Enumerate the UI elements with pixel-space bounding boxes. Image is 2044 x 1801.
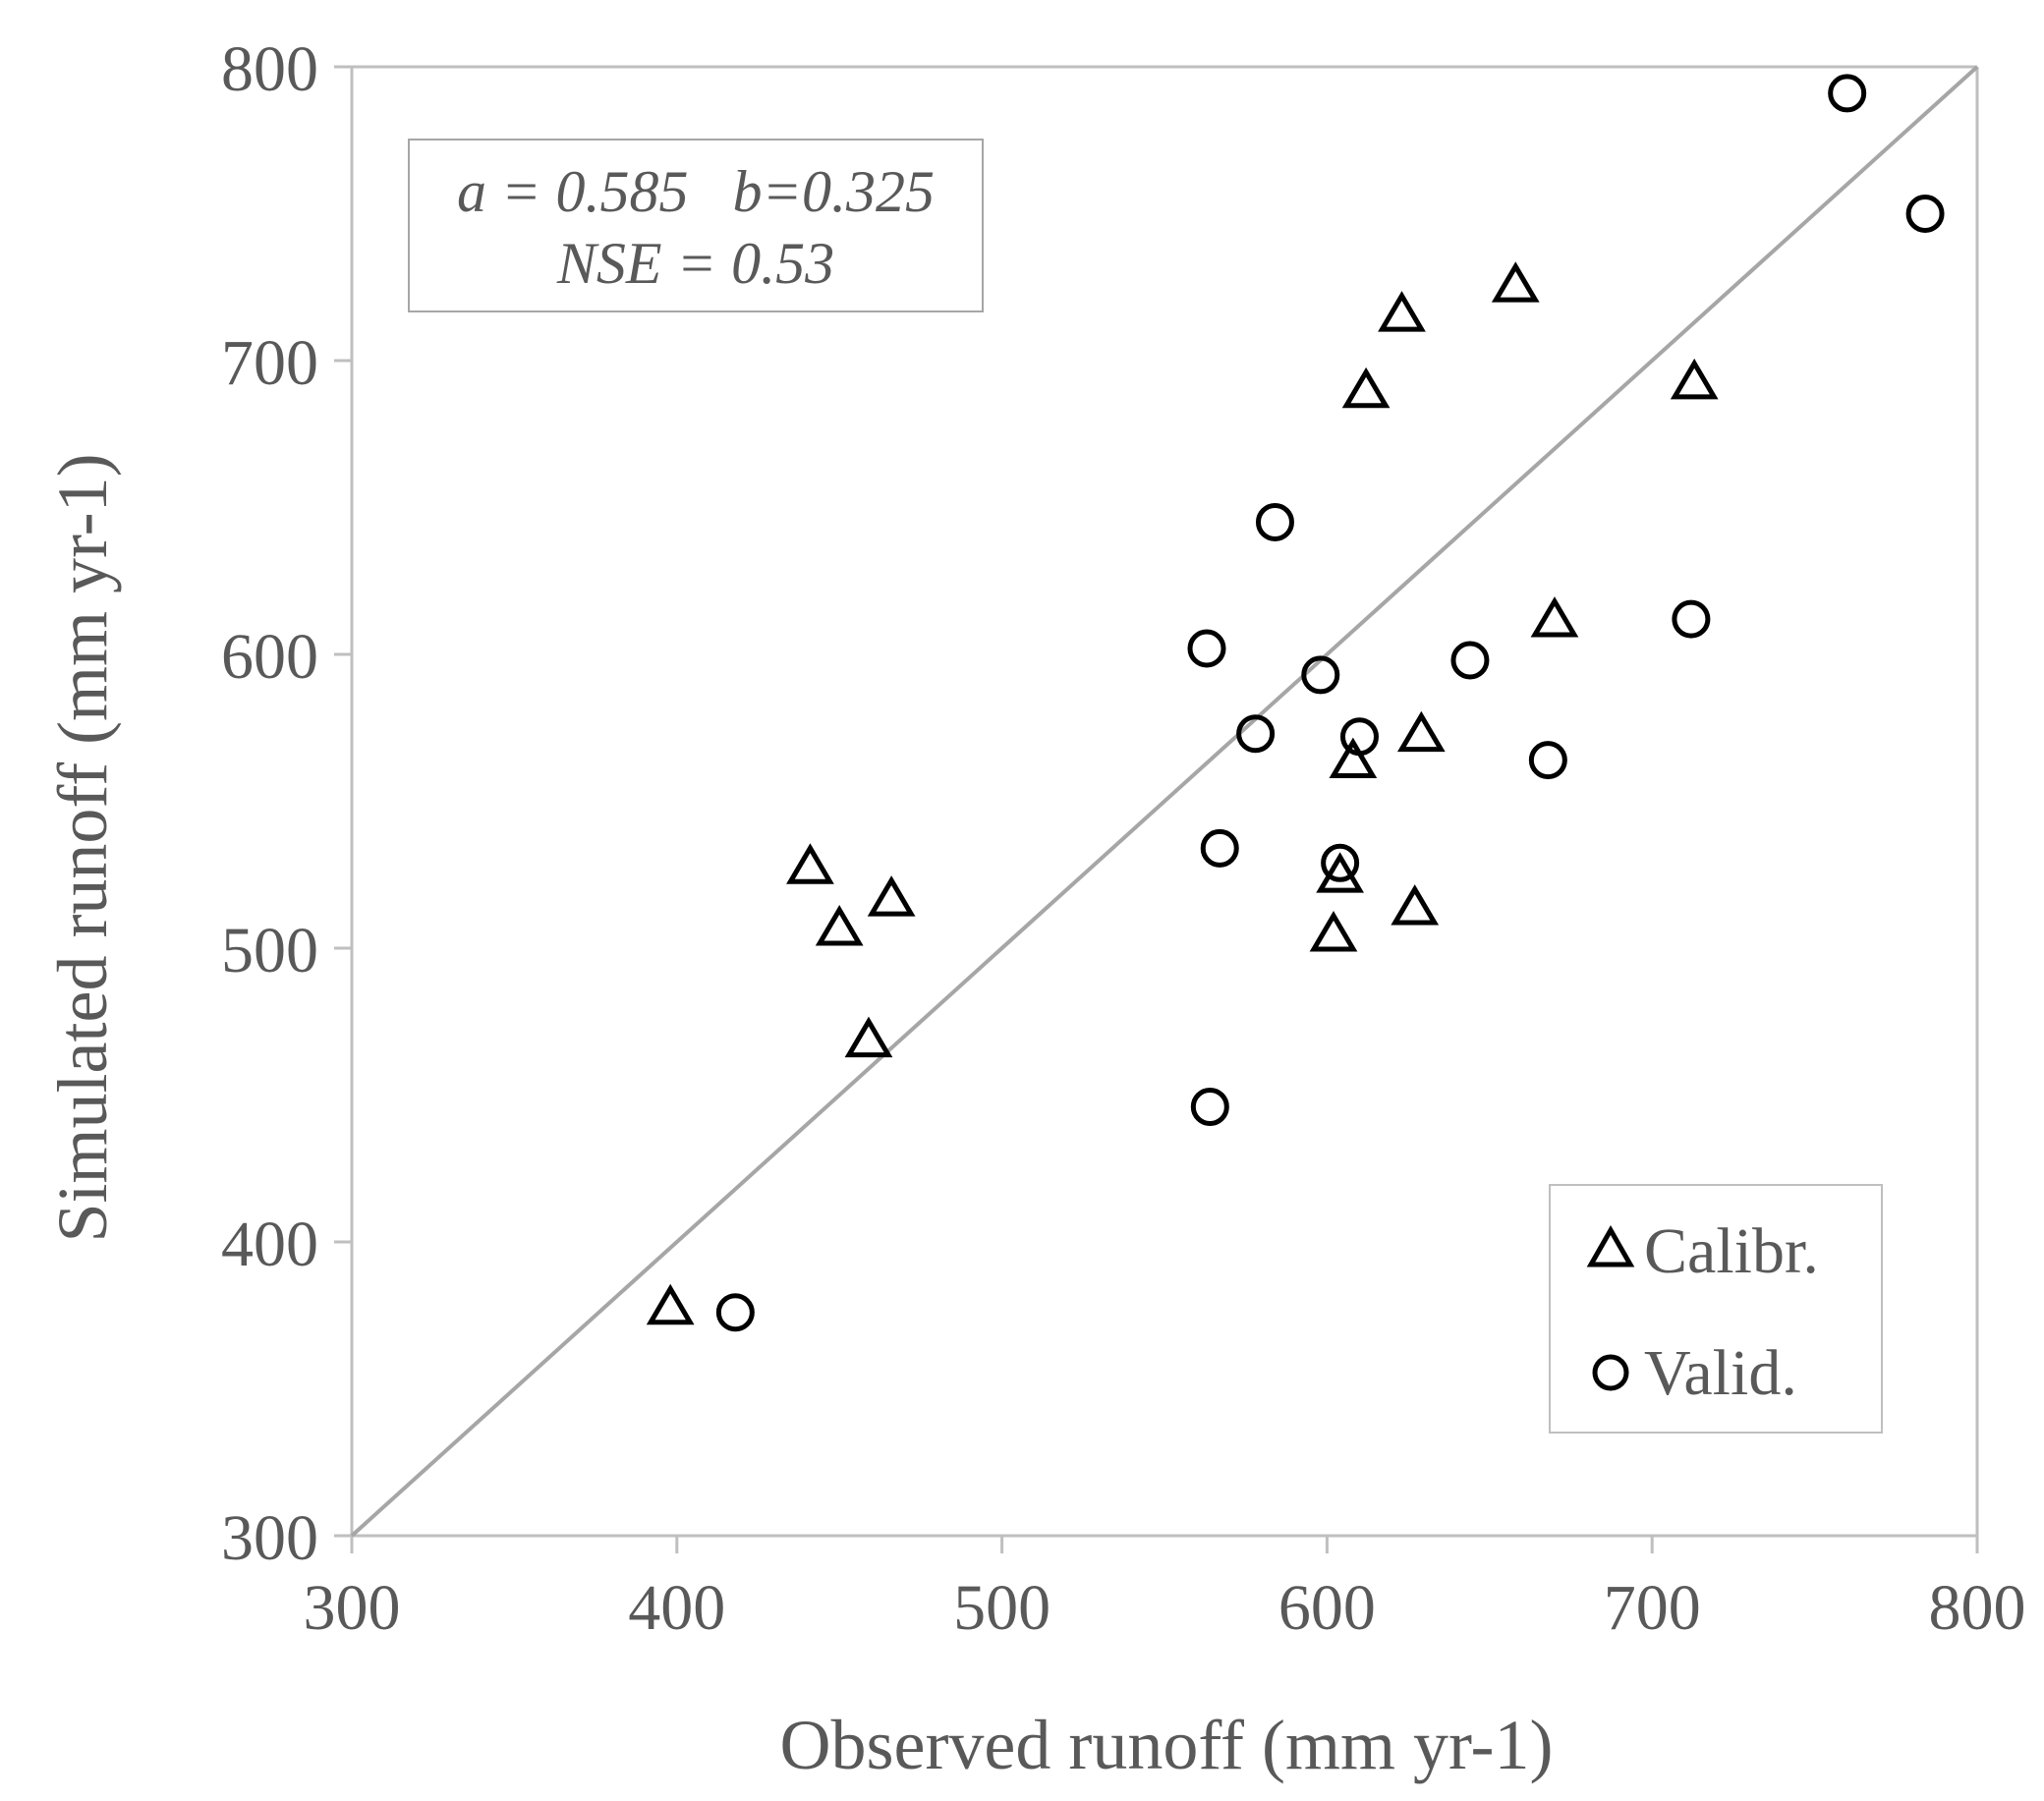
validation-point — [1236, 714, 1276, 754]
legend: Calibr. Valid. — [1549, 1184, 1883, 1434]
calibration-point — [1329, 737, 1378, 779]
legend-triangle-marker — [1586, 1224, 1635, 1267]
annotation-frame — [408, 139, 984, 312]
legend-frame — [1549, 1184, 1883, 1434]
x-tick-label: 600 — [1278, 1572, 1376, 1644]
validation-point — [1321, 843, 1360, 882]
x-tick-label: 500 — [953, 1572, 1050, 1644]
y-tick-label: 300 — [221, 1502, 318, 1574]
validation-point — [1255, 502, 1294, 541]
validation-point — [1672, 599, 1711, 639]
calibration-point — [844, 1016, 893, 1058]
validation-point — [1528, 741, 1567, 780]
validation-point — [1187, 629, 1226, 668]
y-tick-label: 700 — [221, 327, 318, 399]
calibration-point — [867, 875, 916, 917]
validation-point — [1301, 655, 1340, 695]
annotation-box: a = 0.585 b=0.325 NSE = 0.53 — [408, 139, 984, 312]
validation-point — [1828, 74, 1867, 113]
validation-point — [1450, 641, 1490, 680]
one-to-one-line — [350, 65, 1979, 1538]
validation-point — [1200, 828, 1239, 868]
calibration-point — [1670, 358, 1719, 400]
y-tick-label: 600 — [221, 621, 318, 693]
validation-point — [715, 1293, 755, 1332]
calibration-point — [1391, 884, 1440, 926]
calibration-point — [1396, 710, 1446, 753]
data-points — [646, 74, 1945, 1332]
validation-point — [1339, 717, 1379, 757]
legend-circle-marker — [1592, 1354, 1629, 1391]
y-tick-label: 400 — [221, 1209, 318, 1280]
legend-label-calibr: Calibr. — [1644, 1215, 1819, 1287]
x-tick-label: 700 — [1604, 1572, 1701, 1644]
calibration-point — [1491, 261, 1540, 303]
x-tick-label: 800 — [1929, 1572, 2026, 1644]
x-tick-label: 400 — [628, 1572, 725, 1644]
x-tick-label: 300 — [304, 1572, 401, 1644]
validation-point — [1190, 1087, 1229, 1126]
y-axis-title: Simulated runoff (mm yr-1) — [43, 453, 122, 1242]
calibration-point — [815, 905, 864, 946]
calibration-point — [786, 843, 834, 884]
x-axis-title: Observed runoff (mm yr-1) — [779, 1706, 1553, 1784]
calibration-point — [1530, 596, 1579, 638]
calibration-point — [646, 1283, 695, 1325]
calibration-point — [1309, 911, 1358, 952]
validation-point — [1905, 195, 1945, 233]
y-tick-label: 500 — [221, 915, 318, 986]
reference-line-layer — [350, 65, 1979, 1538]
annotation-line-2: NSE = 0.53 — [556, 231, 834, 296]
annotation-line-1: a = 0.585 b=0.325 — [457, 159, 935, 224]
legend-label-valid: Valid. — [1644, 1337, 1797, 1409]
calibration-point — [1341, 366, 1391, 409]
y-tick-label: 800 — [221, 33, 318, 105]
calibration-point — [1378, 291, 1426, 332]
axes: 300 400 500 600 700 800 300 400 500 600 700 800 — [221, 33, 2026, 1644]
